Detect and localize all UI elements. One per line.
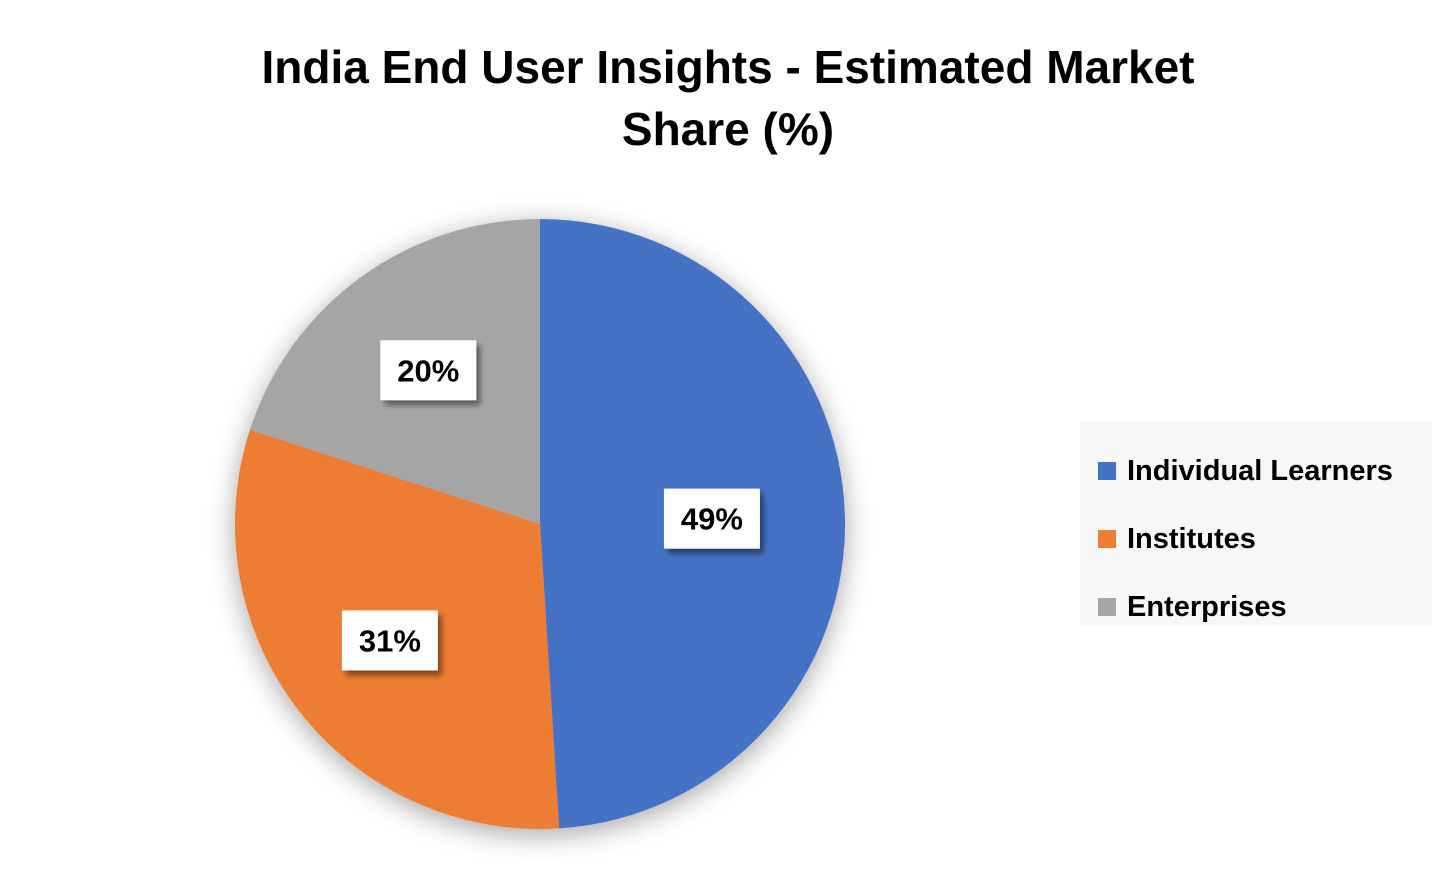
legend-label: Enterprises [1127, 590, 1287, 623]
legend-swatch-individual-learners [1098, 462, 1116, 480]
legend-label: Institutes [1127, 522, 1256, 555]
legend-item-enterprises: Enterprises [1098, 573, 1432, 641]
chart-title: India End User Insights - Estimated Mark… [261, 41, 1195, 155]
data-label-individual-learners: 49% [663, 488, 760, 549]
legend-swatch-enterprises [1098, 598, 1116, 616]
data-label-box [341, 610, 438, 671]
legend: Individual Learners Institutes Enterpris… [1080, 421, 1432, 626]
data-label-enterprises: 20% [380, 340, 477, 401]
data-label-text: 49% [681, 502, 743, 537]
data-label-box [663, 488, 760, 549]
pie-data-labels: 49% 31% 20% [341, 340, 760, 671]
legend-label: Individual Learners [1127, 454, 1393, 487]
legend-item-institutes: Institutes [1098, 505, 1432, 573]
legend-swatch-institutes [1098, 530, 1116, 548]
data-label-institutes: 31% [341, 610, 438, 671]
data-label-box [380, 340, 477, 401]
data-label-text: 31% [359, 623, 421, 658]
legend-item-individual-learners: Individual Learners [1098, 437, 1432, 505]
data-label-text: 20% [397, 353, 459, 388]
